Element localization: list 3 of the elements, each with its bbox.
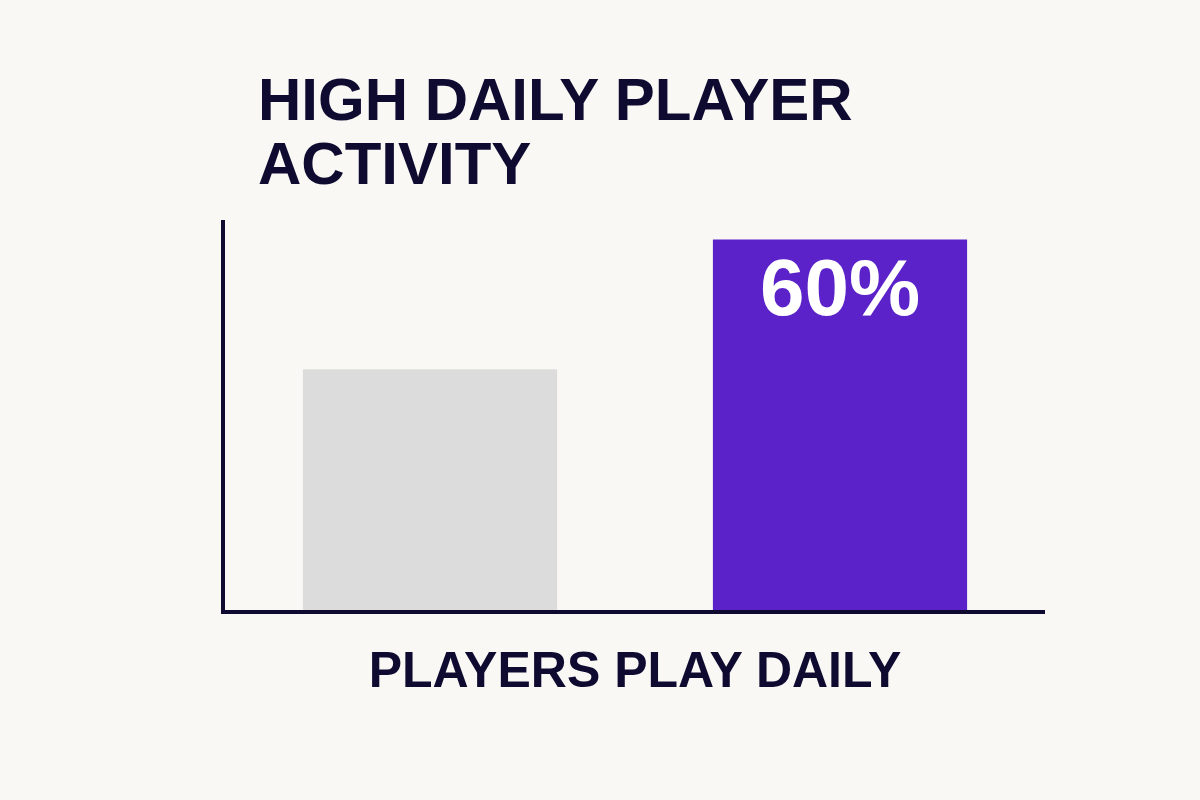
data-label: 60%	[759, 242, 921, 332]
x-axis-title: PLAYERS PLAY DAILY	[368, 642, 902, 698]
chart-title: HIGH DAILY PLAYER ACTIVITY	[258, 66, 854, 197]
